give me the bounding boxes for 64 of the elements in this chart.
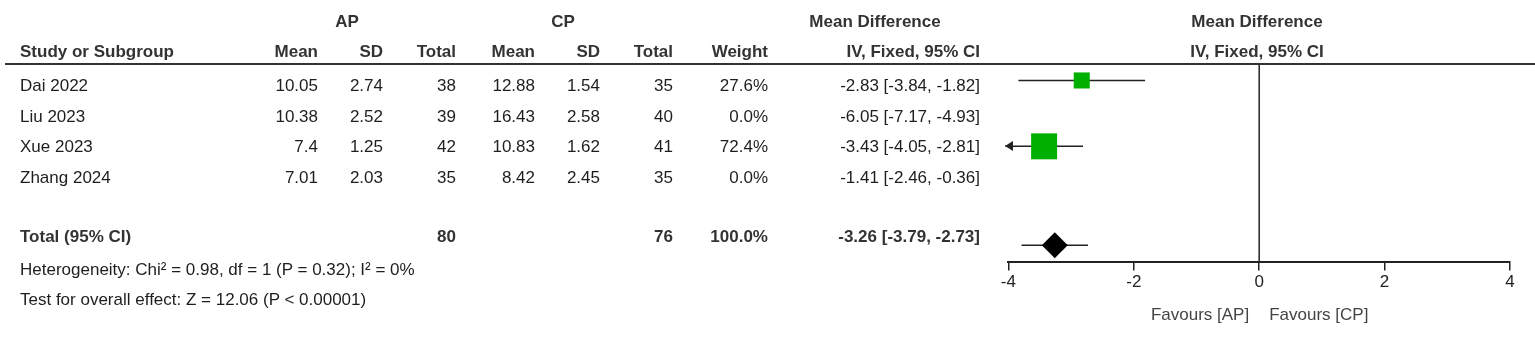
text: 72.4%: [719, 137, 768, 156]
x-tick-label: -2: [1126, 272, 1142, 292]
category-label: Mean: [274, 42, 318, 62]
text: 80: [437, 227, 456, 246]
text: CP: [551, 12, 575, 32]
category-label: IV, Fixed, 95% CI: [846, 42, 980, 62]
text: 2.45: [566, 168, 600, 187]
x-tick-label: 4: [1505, 272, 1515, 292]
text: 35: [437, 168, 456, 187]
category-label: Mean: [491, 42, 535, 62]
category-label: SD: [359, 42, 383, 62]
text: Favours [AP]: [1150, 304, 1250, 324]
text: -3.26 [-3.79, -2.73]: [838, 227, 980, 246]
category-label: Dai 2022: [20, 76, 89, 95]
text: 10.38: [275, 107, 318, 126]
text: 2.58: [566, 107, 600, 126]
text: 27.6%: [719, 76, 768, 95]
text: 76: [654, 227, 673, 246]
category-label: SD: [576, 42, 600, 62]
text: 35: [654, 76, 673, 95]
x-tick-label: -4: [1000, 272, 1016, 292]
text: Heterogeneity: Chi² = 0.98, df = 1 (P = 0.32); I² = 0%: [20, 260, 415, 280]
text: -6.05 [-7.17, -4.93]: [840, 107, 980, 126]
text: -2.83 [-3.84, -1.82]: [840, 76, 980, 95]
text: 10.83: [492, 137, 535, 156]
text: Mean Difference: [809, 12, 941, 32]
text: 1.25: [349, 137, 383, 156]
x-tick-label: 2: [1379, 272, 1390, 292]
text: -3.43 [-4.05, -2.81]: [840, 137, 980, 156]
text: 39: [437, 107, 456, 126]
text: Test for overall effect: Z = 12.06 (P < 0.00001): [20, 290, 367, 310]
text: 16.43: [492, 107, 535, 126]
text: 12.88: [492, 76, 535, 95]
text: 8.42: [501, 168, 535, 187]
category-label: Weight: [711, 42, 768, 62]
category-label: Total: [633, 42, 673, 62]
text: 1.54: [566, 76, 600, 95]
text: 10.05: [275, 76, 318, 95]
text: 2.03: [349, 168, 383, 187]
category-label: Xue 2023: [20, 137, 93, 156]
text: 42: [437, 137, 456, 156]
text: 2.52: [349, 107, 383, 126]
text: 7.4: [294, 137, 318, 156]
x-tick-label: 0: [1254, 272, 1264, 292]
text: Favours [CP]: [1269, 304, 1369, 324]
category-label: Liu 2023: [20, 107, 86, 126]
text: 0.0%: [729, 107, 768, 126]
chart-subtitle: IV, Fixed, 95% CI: [1190, 42, 1324, 62]
category-label: Total (95% CI): [20, 227, 132, 246]
text: 7.01: [284, 168, 318, 187]
text: AP: [335, 12, 359, 32]
text: 1.62: [566, 137, 600, 156]
text: Study or Subgroup: [20, 42, 174, 62]
text: 35: [654, 168, 673, 187]
category-label: Total: [416, 42, 456, 62]
text: 40: [654, 107, 673, 126]
text: 41: [654, 137, 673, 156]
text: 38: [437, 76, 456, 95]
chart-title: Mean Difference: [1191, 12, 1323, 32]
text: 100.0%: [710, 227, 768, 246]
text: 2.74: [349, 76, 383, 95]
category-label: Zhang 2024: [20, 168, 111, 187]
text: 0.0%: [729, 168, 768, 187]
text: -1.41 [-2.46, -0.36]: [840, 168, 980, 187]
